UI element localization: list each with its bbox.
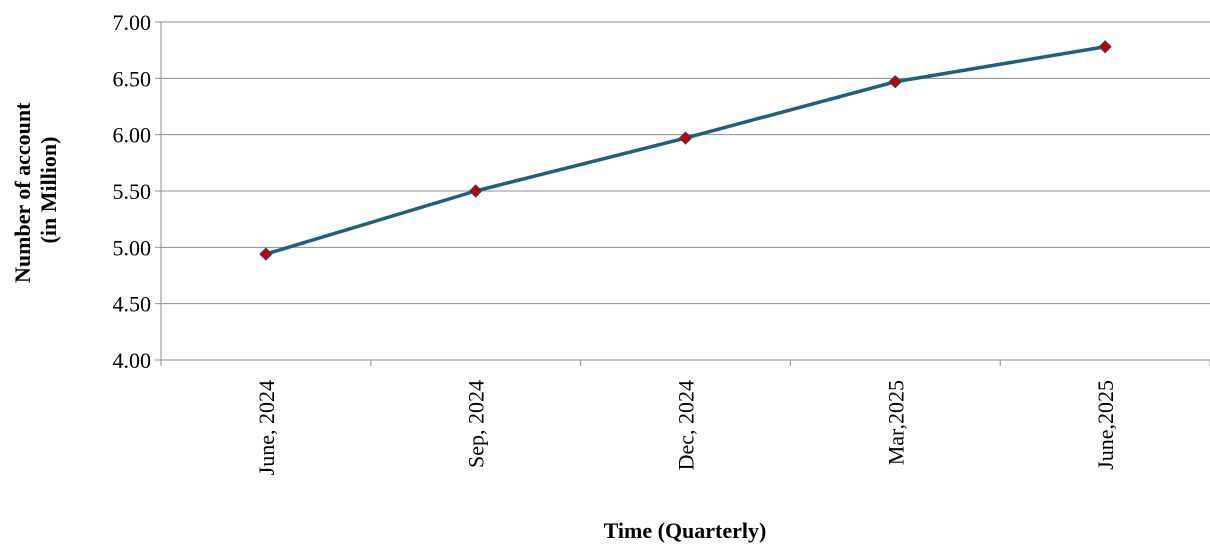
y-tick-label: 6.50 [113,66,152,91]
data-point-marker [259,247,273,261]
y-tick-label: 5.50 [113,179,152,204]
data-point-marker [1098,40,1112,54]
y-tick-label: 5.00 [113,235,152,260]
x-tick-label: June,2025 [1093,380,1118,470]
y-axis-title: Number of account (in Million) [10,97,61,283]
y-axis-title-line-2: (in Million) [36,137,61,244]
data-point-marker [468,184,483,198]
y-tick-labels: 4.00 4.50 5.00 5.50 6.00 6.50 7.00 [113,10,152,373]
x-tick-labels: June, 2024 Sep, 2024 Dec, 2024 Mar,2025 June… [254,380,1118,475]
y-tick-label: 4.00 [113,348,152,373]
y-tick-label: 4.50 [113,292,152,317]
axes [155,21,1210,366]
x-tick-label: June, 2024 [254,380,279,475]
x-tick-label: Dec, 2024 [674,380,699,470]
x-axis-title: Time (Quarterly) [604,518,767,543]
y-axis-title-line-1: Number of account [10,102,35,283]
data-point-marker [888,75,903,89]
x-tick-label: Sep, 2024 [464,380,489,468]
data-point-marker [678,131,693,145]
x-tick-label: Mar,2025 [883,380,908,465]
y-tick-label: 6.00 [113,123,152,148]
gridlines [161,21,1210,305]
series [259,40,1112,261]
y-tick-label: 7.00 [113,10,152,35]
